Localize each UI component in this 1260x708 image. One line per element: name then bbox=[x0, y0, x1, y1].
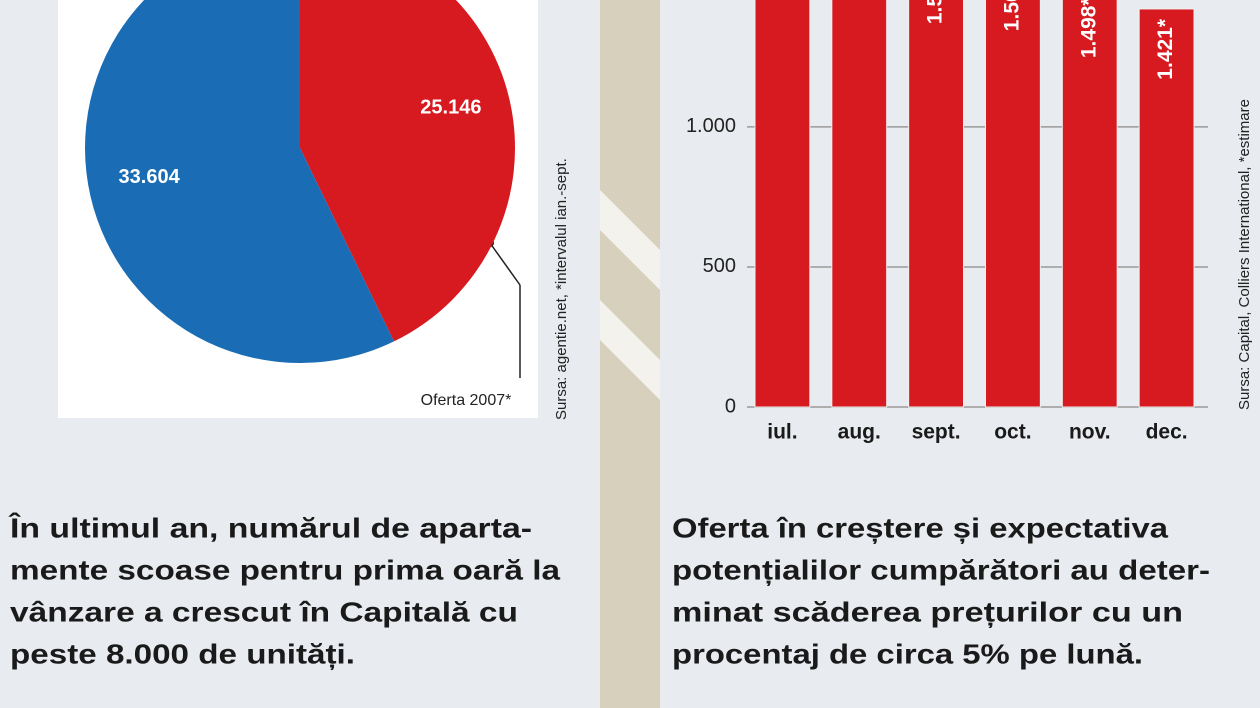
bar bbox=[908, 0, 965, 408]
x-tick-label: sept. bbox=[912, 421, 961, 444]
value-label: 1.565 bbox=[1000, 0, 1023, 31]
caption-line: peste 8.000 de unități. bbox=[10, 638, 355, 669]
pie-slice bbox=[84, 0, 394, 363]
bar bbox=[754, 0, 811, 408]
x-tick-label: aug. bbox=[838, 421, 881, 444]
divider-stripes bbox=[600, 190, 660, 400]
source: Sursa: agentie.net, *intervalul ian.-sep… bbox=[553, 158, 570, 420]
x-tick-label: oct. bbox=[994, 421, 1031, 444]
leader-line bbox=[489, 242, 521, 286]
caption-line: mente scoase pentru prima oară la bbox=[10, 554, 560, 585]
annotation: Oferta 2007* bbox=[421, 392, 512, 409]
bar bbox=[831, 0, 888, 408]
caption-line: potențialilor cumpărători au deter- bbox=[672, 554, 1210, 585]
caption-line: vânzare a crescut în Capitală cu bbox=[10, 596, 518, 627]
x-tick-label: iul. bbox=[767, 421, 797, 444]
bar bbox=[1061, 0, 1118, 408]
caption-line: minat scăderea prețurilor cu un bbox=[672, 596, 1183, 627]
value-label: 1.590 bbox=[924, 0, 947, 24]
caption-line: procentaj de circa 5% pe lună. bbox=[672, 638, 1143, 669]
x-tick-label: nov. bbox=[1069, 421, 1111, 444]
y-tick-label: 0 bbox=[725, 395, 736, 417]
y-tick-label: 500 bbox=[703, 255, 736, 277]
x-tick-label: dec. bbox=[1146, 421, 1188, 444]
caption-line: Oferta în creștere și expectativa bbox=[672, 512, 1168, 543]
y-tick-label: 1.000 bbox=[686, 115, 736, 137]
bar bbox=[985, 0, 1041, 408]
caption-line: În ultimul an, numărul de aparta- bbox=[8, 512, 532, 543]
value-label: 25.146 bbox=[420, 97, 481, 119]
pie-slice bbox=[300, 0, 515, 342]
value-label: 33.604 bbox=[119, 166, 181, 188]
value-label: 1.421* bbox=[1154, 18, 1177, 80]
bar bbox=[1138, 8, 1195, 408]
value-label: 1.498* bbox=[1077, 0, 1100, 58]
source: Sursa: Capital, Colliers International, … bbox=[1236, 99, 1253, 410]
